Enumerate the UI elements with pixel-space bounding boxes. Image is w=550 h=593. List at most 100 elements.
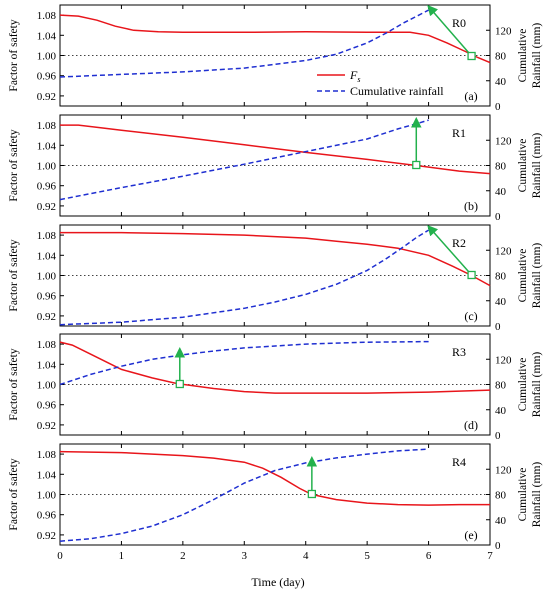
failure-marker — [175, 379, 184, 389]
rainfall-series-line — [59, 9, 429, 78]
y-tick-label-left: 1.04 — [37, 140, 57, 152]
x-tick-label: 6 — [426, 550, 432, 562]
y-axis-label-right-line2: Rainfall (mm) — [531, 23, 543, 89]
y-axis-label-right-line1: Cumulative — [517, 139, 529, 193]
y-tick-label-left: 1.08 — [37, 449, 57, 461]
y-tick-label-right: 0 — [495, 321, 501, 333]
y-axis-label-left: Factor of safety — [8, 348, 20, 420]
y-tick-label-right: 120 — [495, 25, 512, 37]
y-tick-label-left: 0.92 — [37, 530, 56, 542]
legend-rain-label: Cumulative rainfall — [350, 84, 444, 98]
rainfall-series-line — [59, 229, 429, 326]
y-axis-label-left: Factor of safety — [8, 239, 20, 311]
y-tick-label-left: 1.00 — [37, 490, 57, 502]
y-tick-label-right: 0 — [495, 211, 501, 223]
y-tick-label-right: 120 — [495, 354, 512, 366]
y-tick-label-right: 40 — [495, 405, 507, 417]
rainfall-series-line — [59, 448, 429, 542]
fs-series-line — [59, 14, 491, 64]
y-tick-label-right: 80 — [495, 380, 507, 392]
x-tick-label: 3 — [242, 550, 248, 562]
y-tick-label-right: 40 — [495, 76, 507, 88]
panel-name: R0 — [452, 16, 466, 30]
y-tick-label-left: 1.04 — [37, 30, 57, 42]
y-axis-label-right-line2: Rainfall (mm) — [531, 133, 543, 199]
fs-series-line — [60, 231, 491, 287]
legend-fs-subscript: s — [357, 75, 360, 84]
y-tick-label-right: 0 — [495, 101, 501, 113]
panel-letter: (b) — [464, 199, 478, 213]
panel-letter: (d) — [464, 418, 478, 432]
y-tick-label-right: 120 — [495, 245, 512, 257]
y-axis-label-right-line2: Rainfall (mm) — [531, 462, 543, 528]
y-tick-label-left: 1.00 — [37, 161, 57, 173]
panel-r1: 0.92 0.96 1.00 1.04 1.08 0 40 80 120 Factor of sa… — [8, 114, 543, 223]
failure-marker — [307, 489, 317, 499]
y-tick-label-left: 1.08 — [37, 120, 57, 132]
y-tick-label-left: 0.92 — [37, 201, 56, 213]
y-tick-label-left: 0.96 — [37, 71, 57, 83]
panel-name: R3 — [452, 345, 466, 359]
panel-r3: 0.92 0.96 1.00 1.04 1.08 0 40 80 120 Factor of sa… — [8, 333, 543, 442]
y-tick-label-right: 40 — [495, 186, 507, 198]
y-tick-label-right: 120 — [495, 464, 512, 476]
y-tick-label-left: 0.96 — [37, 291, 57, 303]
fs-series-line — [59, 450, 490, 506]
y-axis-label-right-line1: Cumulative — [517, 249, 529, 303]
fs-series-line — [60, 124, 491, 175]
x-tick-label: 4 — [303, 550, 309, 562]
failure-arrow — [427, 4, 473, 57]
panel-name: R2 — [452, 236, 466, 250]
x-axis-label: Time (day) — [251, 575, 304, 589]
panel-r4: 0 1 2 3 4 5 6 7 0.92 0.96 1.00 1.04 1.08 0 40 80 120 Fact… — [8, 443, 543, 562]
rainfall-series-line — [59, 340, 429, 386]
y-tick-label-left: 1.08 — [37, 339, 57, 351]
failure-marker — [467, 51, 476, 61]
y-tick-label-right: 0 — [495, 540, 501, 552]
y-axis-label-left: Factor of safety — [8, 458, 20, 530]
failure-arrow — [427, 224, 473, 276]
y-tick-label-left: 0.92 — [37, 91, 56, 103]
failure-marker — [467, 270, 476, 280]
y-tick-label-left: 0.92 — [37, 311, 56, 323]
panel-name: R4 — [452, 455, 466, 469]
y-tick-label-right: 80 — [495, 271, 507, 283]
failure-marker — [412, 160, 421, 170]
y-tick-label-left: 1.00 — [37, 271, 57, 283]
y-axis-label-right-line1: Cumulative — [517, 29, 529, 83]
y-tick-label-right: 80 — [495, 490, 507, 502]
y-axis-label-right-line2: Rainfall (mm) — [531, 243, 543, 309]
y-axis-label-right-line2: Rainfall (mm) — [531, 352, 543, 418]
y-tick-label-left: 1.04 — [37, 250, 57, 262]
y-axis-label-left: Factor of safety — [8, 129, 20, 201]
y-tick-label-left: 0.96 — [37, 400, 57, 412]
x-tick-label: 1 — [119, 550, 125, 562]
x-tick-label: 0 — [57, 550, 63, 562]
y-tick-label-right: 80 — [495, 161, 507, 173]
panel-letter: (a) — [464, 89, 477, 103]
y-tick-label-left: 0.96 — [37, 181, 57, 193]
x-tick-label: 7 — [487, 550, 493, 562]
y-tick-label-right: 80 — [495, 51, 507, 63]
y-tick-label-right: 40 — [495, 296, 507, 308]
y-tick-label-left: 1.08 — [37, 10, 57, 22]
y-axis-label-right-line1: Cumulative — [517, 358, 529, 412]
y-tick-label-right: 0 — [495, 430, 501, 442]
panel-letter: (e) — [464, 528, 477, 542]
panel-letter: (c) — [464, 309, 477, 323]
fs-series-line — [59, 341, 491, 394]
y-tick-label-left: 1.08 — [37, 230, 57, 242]
y-tick-label-left: 1.04 — [37, 469, 57, 481]
panel-r0: 0.92 0.96 1.00 1.04 1.08 0 40 80 120 Factor of sa… — [8, 4, 543, 113]
y-tick-label-left: 0.96 — [37, 510, 57, 522]
y-tick-label-left: 1.00 — [37, 51, 57, 63]
y-tick-label-right: 120 — [495, 135, 512, 147]
y-tick-label-left: 1.04 — [37, 359, 57, 371]
panel-name: R1 — [452, 126, 466, 140]
x-tick-label: 5 — [364, 550, 370, 562]
legend: Fs Cumulative rainfall — [317, 68, 444, 98]
rainfall-series-line — [59, 119, 429, 201]
y-tick-label-left: 0.92 — [37, 420, 56, 432]
